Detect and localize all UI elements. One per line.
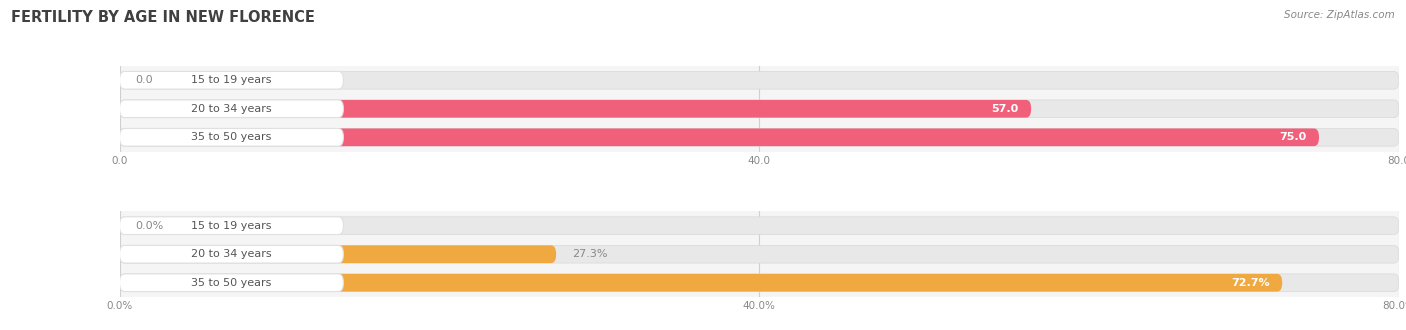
FancyBboxPatch shape (120, 71, 1399, 89)
FancyBboxPatch shape (120, 71, 343, 89)
Text: 27.3%: 27.3% (572, 249, 607, 259)
Text: 15 to 19 years: 15 to 19 years (191, 75, 271, 85)
FancyBboxPatch shape (120, 128, 343, 146)
FancyBboxPatch shape (120, 274, 1399, 292)
Text: 0.0%: 0.0% (135, 221, 163, 231)
Text: 15 to 19 years: 15 to 19 years (191, 221, 271, 231)
Text: 0.0: 0.0 (135, 75, 153, 85)
FancyBboxPatch shape (120, 274, 343, 292)
FancyBboxPatch shape (120, 274, 1282, 292)
Text: 35 to 50 years: 35 to 50 years (191, 278, 271, 288)
FancyBboxPatch shape (120, 217, 1399, 235)
FancyBboxPatch shape (120, 100, 1399, 117)
FancyBboxPatch shape (120, 246, 343, 263)
Text: 72.7%: 72.7% (1230, 278, 1270, 288)
FancyBboxPatch shape (120, 128, 1399, 146)
Text: 20 to 34 years: 20 to 34 years (191, 104, 271, 114)
Text: 57.0: 57.0 (991, 104, 1018, 114)
Text: 75.0: 75.0 (1279, 132, 1306, 142)
Text: FERTILITY BY AGE IN NEW FLORENCE: FERTILITY BY AGE IN NEW FLORENCE (11, 10, 315, 25)
Text: 35 to 50 years: 35 to 50 years (191, 132, 271, 142)
Text: 20 to 34 years: 20 to 34 years (191, 249, 271, 259)
FancyBboxPatch shape (120, 100, 1031, 117)
FancyBboxPatch shape (120, 100, 343, 117)
FancyBboxPatch shape (120, 128, 1319, 146)
FancyBboxPatch shape (120, 246, 1399, 263)
Text: Source: ZipAtlas.com: Source: ZipAtlas.com (1284, 10, 1395, 20)
FancyBboxPatch shape (120, 246, 557, 263)
FancyBboxPatch shape (120, 217, 343, 235)
